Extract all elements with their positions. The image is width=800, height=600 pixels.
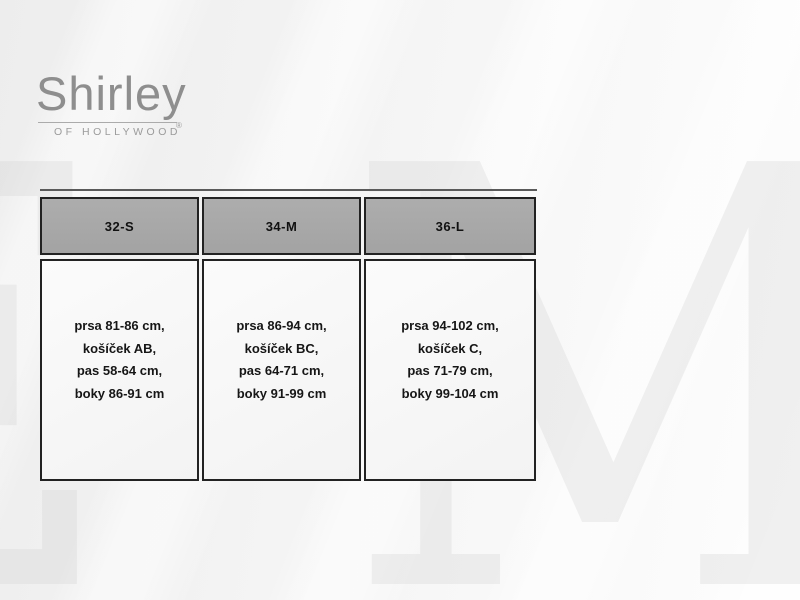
measurement-line: pas 58-64 cm, (76, 363, 163, 378)
size-details-32s: prsa 81-86 cm, košíček AB, pas 58-64 cm,… (40, 259, 199, 481)
measurement-line: pas 71-79 cm, (407, 363, 493, 378)
size-header-34m: 34-M (202, 197, 361, 255)
size-header-32s: 32-S (40, 197, 199, 255)
measurement-line: prsa 86-94 cm, (236, 318, 327, 333)
brand-name: Shirley (36, 67, 187, 120)
size-header-36l: 36-L (364, 197, 536, 255)
measurement-line: prsa 94-102 cm, (401, 318, 499, 333)
measurement-line: košíček C, (417, 340, 483, 356)
brand-logo: Shirley ® OF HOLLYWOOD (36, 67, 236, 138)
measurement-line: boky 91-99 cm (236, 385, 327, 401)
registered-mark-icon: ® (176, 121, 182, 130)
measurement-line: košíček BC, (244, 340, 319, 356)
table-top-rule (40, 189, 537, 191)
measurement-line: pas 64-71 cm, (238, 363, 325, 378)
measurement-line: košíček AB, (82, 340, 157, 356)
measurement-line: boky 99-104 cm (401, 385, 499, 401)
brand-tagline: OF HOLLYWOOD (54, 126, 181, 138)
size-details-34m: prsa 86-94 cm, košíček BC, pas 64-71 cm,… (202, 259, 361, 481)
logo-underline (38, 122, 177, 123)
size-table: 32-S prsa 81-86 cm, košíček AB, pas 58-6… (40, 197, 536, 481)
measurement-line: prsa 81-86 cm, (74, 318, 165, 333)
size-details-36l: prsa 94-102 cm, košíček C, pas 71-79 cm,… (364, 259, 536, 481)
measurement-line: boky 86-91 cm (74, 385, 165, 401)
